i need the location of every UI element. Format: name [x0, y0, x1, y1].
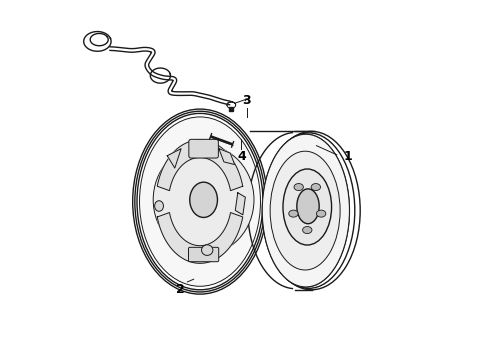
Ellipse shape [289, 210, 298, 217]
Ellipse shape [303, 226, 312, 234]
Ellipse shape [190, 182, 218, 217]
Ellipse shape [262, 134, 349, 287]
Ellipse shape [133, 109, 268, 294]
Polygon shape [157, 140, 243, 191]
Text: 4: 4 [237, 150, 246, 163]
Ellipse shape [155, 201, 164, 211]
Ellipse shape [317, 210, 326, 217]
FancyBboxPatch shape [189, 247, 219, 262]
Polygon shape [157, 212, 243, 263]
Ellipse shape [140, 117, 261, 286]
Polygon shape [235, 193, 245, 215]
Ellipse shape [201, 245, 213, 255]
Ellipse shape [294, 184, 303, 190]
Text: 3: 3 [243, 94, 251, 107]
FancyBboxPatch shape [189, 139, 219, 158]
Ellipse shape [311, 184, 320, 190]
Ellipse shape [297, 189, 319, 224]
Polygon shape [219, 149, 235, 165]
Ellipse shape [283, 169, 332, 245]
Text: 2: 2 [176, 283, 185, 296]
Polygon shape [167, 149, 181, 168]
Text: 1: 1 [343, 150, 352, 163]
Ellipse shape [153, 145, 254, 255]
Ellipse shape [270, 151, 340, 270]
